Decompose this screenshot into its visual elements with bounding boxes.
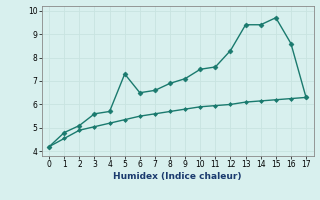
X-axis label: Humidex (Indice chaleur): Humidex (Indice chaleur) [113,172,242,181]
